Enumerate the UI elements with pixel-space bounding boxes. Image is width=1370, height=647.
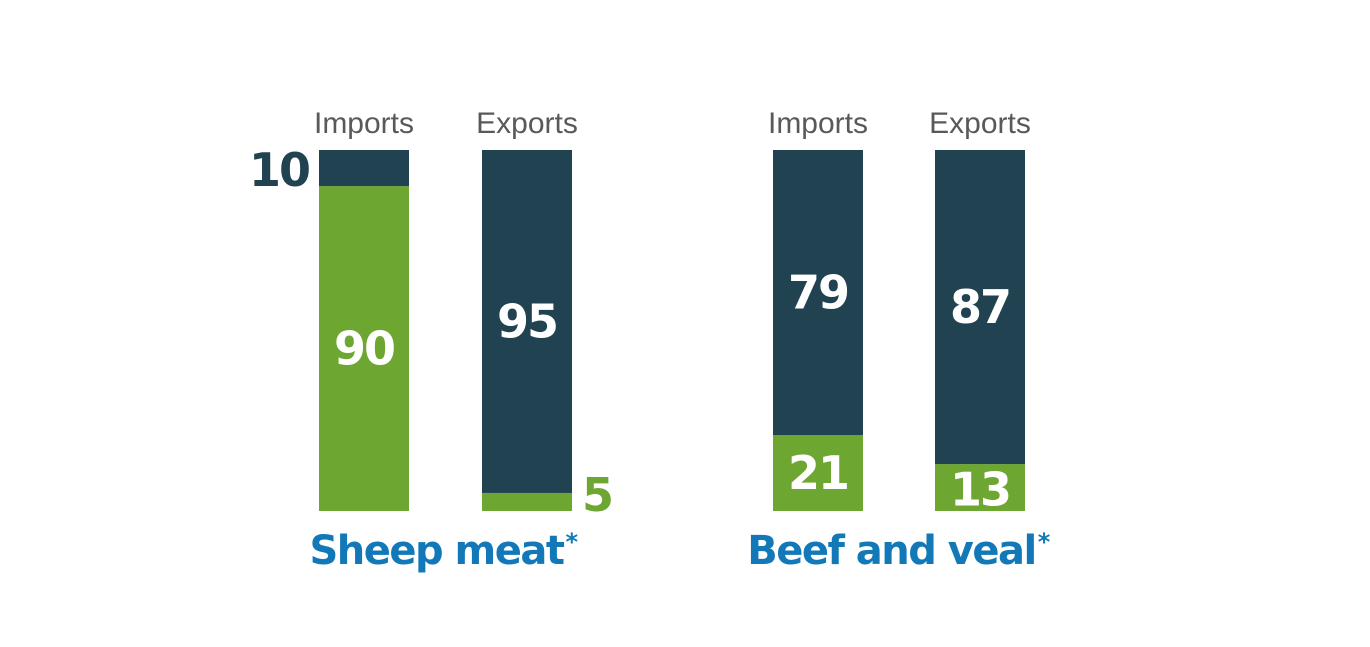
- data-label-imports-dark: 79: [788, 266, 848, 320]
- data-label-exports-green: 5: [582, 468, 612, 522]
- data-label-exports-dark: 95: [497, 294, 557, 348]
- bar-segment-imports-dark: [773, 150, 863, 436]
- chart-title-text: Beef and veal: [747, 528, 1036, 574]
- data-label-exports-green: 13: [950, 463, 1010, 517]
- bar-segment-exports-dark: [935, 150, 1025, 465]
- data-label-imports-green: 21: [788, 446, 848, 500]
- chart-title: Beef and veal*: [747, 528, 1051, 574]
- bar-header-exports: Exports: [476, 107, 578, 140]
- bar-header-imports: Imports: [314, 107, 414, 140]
- data-label-exports-dark: 87: [950, 280, 1010, 334]
- chart-title: Sheep meat*: [309, 528, 578, 574]
- data-label-imports-dark: 10: [249, 143, 309, 197]
- chart-sheep-meat: Imports 90 10 Exports 5 95 Sheep meat*: [249, 107, 614, 574]
- bar-segment-exports-green: [482, 492, 572, 511]
- chart-beef-and-veal: Imports 21 79 Exports 13 87 Beef and veal*: [747, 107, 1052, 574]
- chart-title-marker: *: [1038, 528, 1051, 556]
- bar-segment-imports-green: [319, 186, 409, 511]
- bar-segment-exports-dark: [482, 150, 572, 493]
- bar-header-imports: Imports: [768, 107, 868, 140]
- chart-title-marker: *: [565, 528, 578, 556]
- bar-segment-exports-green: [935, 464, 1025, 511]
- chart-title-text: Sheep meat: [309, 528, 564, 574]
- bar-segment-imports-green: [773, 435, 863, 511]
- bar-segment-imports-dark: [319, 150, 409, 187]
- bar-header-exports: Exports: [929, 107, 1031, 140]
- data-label-imports-green: 90: [334, 322, 394, 376]
